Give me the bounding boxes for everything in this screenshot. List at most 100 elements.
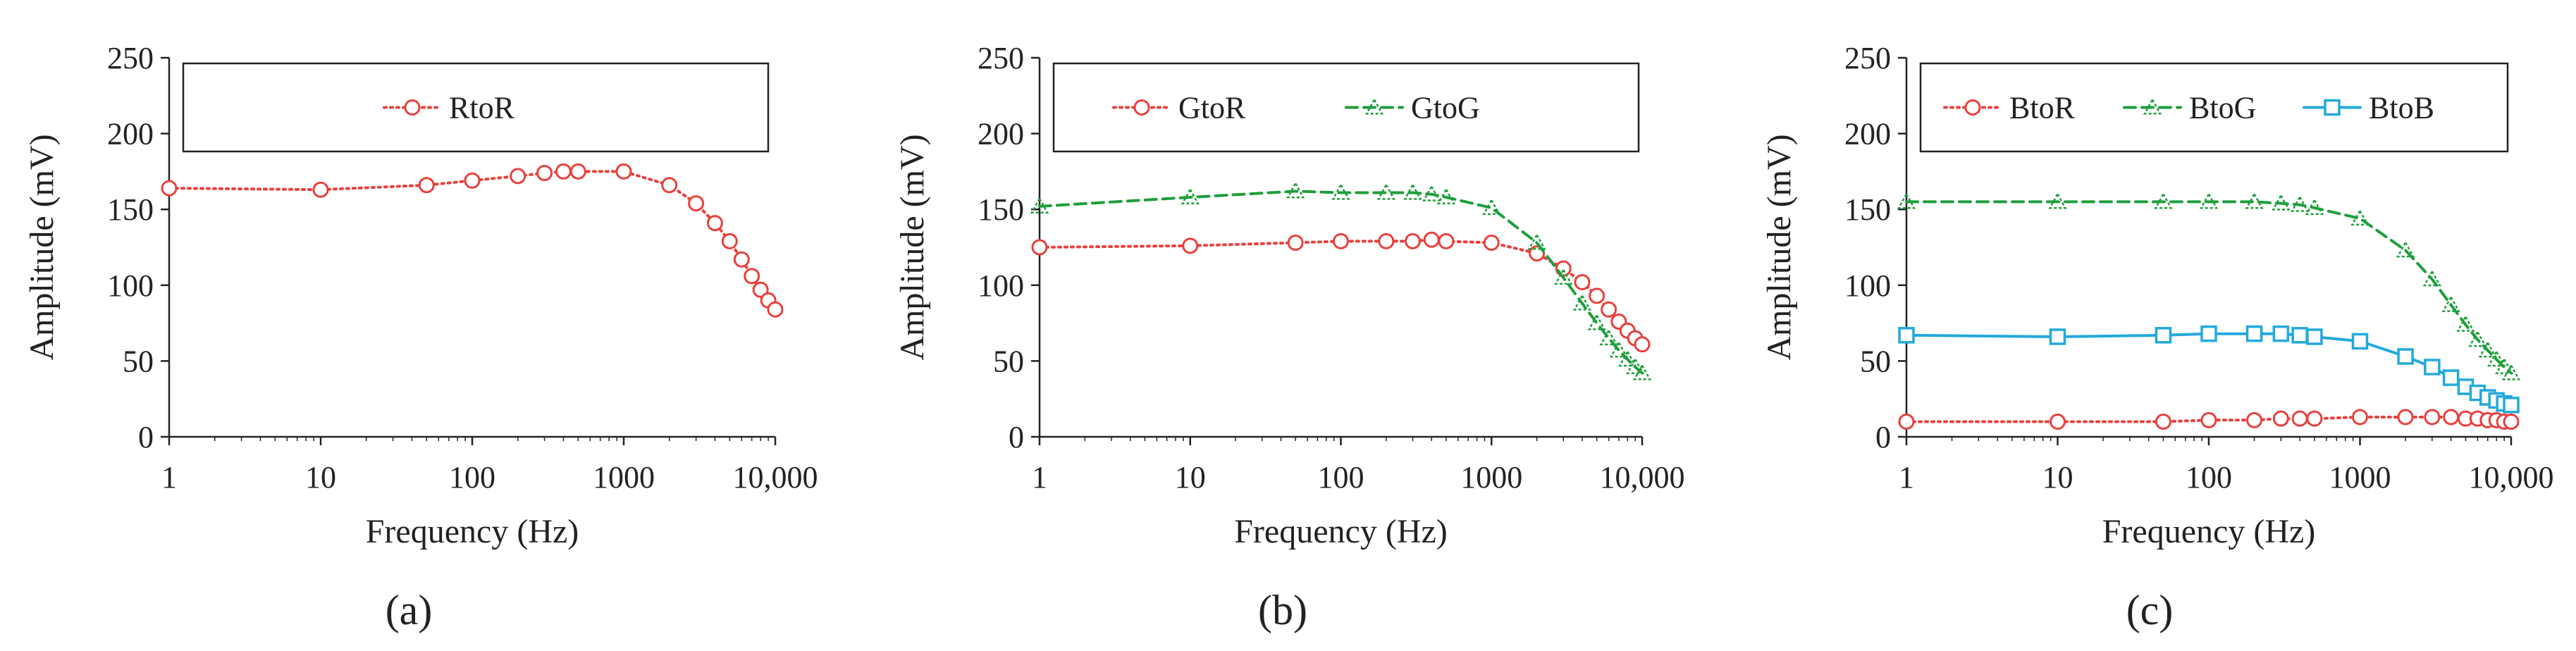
data-point: [2246, 411, 2263, 428]
legend-swatch-marker: [1133, 99, 1150, 116]
data-point: [418, 177, 435, 194]
series-line: [1038, 238, 1644, 346]
data-point: [706, 215, 723, 232]
legend-box: [1919, 62, 2509, 153]
x-tick-label: 1: [1899, 460, 1914, 495]
data-point: [1438, 232, 1455, 249]
x-axis-title: Frequency (Hz): [1234, 513, 1448, 550]
legend-label: GtoG: [1411, 91, 1480, 125]
data-point: [2352, 409, 2368, 426]
data-point: [1333, 232, 1349, 249]
data-point: [2049, 328, 2066, 345]
series-GtoG: [1030, 181, 1652, 380]
data-point: [733, 251, 750, 268]
data-point: [2306, 328, 2323, 345]
data-point: [2503, 397, 2520, 414]
y-tick-label: 50: [123, 344, 154, 378]
panel-label: (b): [1258, 587, 1307, 633]
y-tick-label: 100: [1844, 268, 1891, 303]
series-GtoR: [1031, 231, 1651, 353]
legend-entry-BtoR: BtoR: [1943, 91, 2076, 125]
data-point: [1601, 301, 1617, 318]
data-point: [1483, 235, 1500, 252]
legend-entry-GtoR: GtoR: [1112, 91, 1246, 125]
y-tick-label: 200: [1844, 117, 1891, 151]
x-axis-title: Frequency (Hz): [2102, 513, 2316, 550]
data-point: [721, 232, 738, 249]
y-tick-label: 250: [978, 41, 1024, 75]
y-axis-title: Amplitude (mV): [23, 134, 61, 360]
data-point: [2291, 410, 2308, 427]
series-line: [168, 170, 777, 311]
y-tick-label: 0: [1875, 420, 1891, 454]
data-point: [1423, 231, 1440, 248]
data-point: [2351, 333, 2369, 350]
y-tick-label: 150: [1844, 192, 1891, 227]
data-point: [2200, 411, 2217, 428]
legend-label: BtoB: [2369, 91, 2434, 125]
x-tick-label: 1000: [593, 460, 655, 495]
y-tick-label: 100: [107, 268, 154, 303]
x-tick-label: 1000: [1460, 460, 1522, 495]
y-tick-label: 100: [978, 268, 1024, 303]
legend-label: BtoG: [2189, 91, 2256, 125]
x-tick-label: 10: [305, 460, 336, 495]
panel-label: (a): [386, 587, 433, 633]
x-tick-label: 1: [1032, 460, 1047, 495]
y-tick-label: 200: [107, 117, 154, 151]
data-point: [2397, 409, 2414, 426]
legend-entry-GtoG: GtoG: [1345, 91, 1480, 125]
y-tick-label: 150: [107, 192, 154, 227]
series-line: [1905, 332, 2513, 407]
legend-entry-BtoG: BtoG: [2123, 91, 2256, 125]
data-point: [2155, 327, 2172, 344]
data-point: [2272, 325, 2290, 342]
chart-panel-2: 0 50 100 150 200 250 1 10 100 1000 10,000 Frequency…: [894, 41, 1685, 633]
x-axis-title: Frequency (Hz): [366, 513, 579, 550]
series-line: [1905, 200, 2513, 375]
data-point: [555, 163, 572, 180]
x-tick-label: 100: [2186, 460, 2232, 495]
data-point: [2272, 410, 2289, 427]
legend-label: BtoR: [2009, 91, 2076, 125]
y-tick-label: 0: [1009, 420, 1024, 454]
x-tick-label: 100: [449, 460, 495, 495]
data-point: [615, 163, 632, 180]
data-point: [2424, 359, 2441, 376]
legend-swatch-marker: [2324, 99, 2341, 116]
y-tick-label: 250: [1844, 41, 1891, 75]
x-tick-label: 100: [1318, 460, 1364, 495]
data-point: [569, 163, 586, 180]
data-point: [1898, 327, 1915, 344]
legend-swatch-marker: [1964, 99, 1981, 116]
legend-box: [182, 62, 770, 153]
data-point: [767, 301, 784, 318]
panel-label: (c): [2126, 587, 2174, 633]
legend-entry-BtoB: BtoB: [2303, 91, 2434, 125]
series-BtoG: [1897, 192, 2521, 380]
x-tick-label: 10,000: [1600, 460, 1685, 495]
data-point: [1287, 235, 1304, 252]
data-point: [1031, 239, 1048, 256]
legend-label: GtoR: [1178, 91, 1246, 125]
series-BtoB: [1898, 325, 2520, 414]
x-tick-label: 10: [2042, 460, 2073, 495]
legend: BtoR BtoG BtoB: [1919, 62, 2509, 153]
series-RtoR: [161, 163, 784, 318]
chart-panel-3: 0 50 100 150 200 250 1 10 100 1000 10,000 Frequency…: [1761, 41, 2554, 633]
data-point: [2397, 348, 2414, 365]
y-tick-label: 150: [978, 192, 1024, 227]
legend: RtoR: [182, 62, 770, 153]
data-point: [1898, 413, 1915, 430]
x-tick-label: 1000: [2329, 460, 2391, 495]
data-point: [161, 180, 178, 197]
data-point: [510, 168, 526, 185]
x-tick-label: 10: [1175, 460, 1206, 495]
data-point: [1378, 232, 1395, 249]
y-tick-label: 250: [107, 41, 154, 75]
data-point: [536, 165, 553, 182]
data-point: [2200, 325, 2217, 342]
data-point: [661, 177, 678, 194]
y-tick-label: 50: [993, 344, 1024, 378]
